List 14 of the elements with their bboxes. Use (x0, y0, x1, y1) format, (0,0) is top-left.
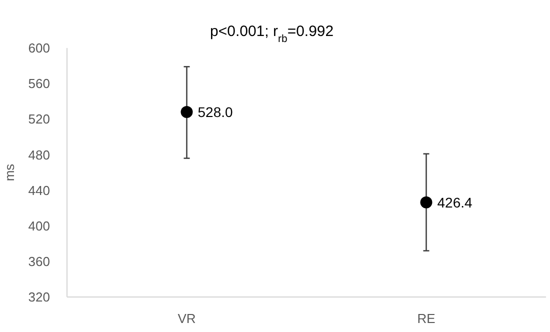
y-tick-label: 520 (28, 112, 50, 127)
y-tick-label: 440 (28, 182, 50, 198)
text: p<0.001; r$_{rb}$=0.992 (210, 23, 334, 45)
data-label: 426.4 (437, 194, 472, 210)
y-tick-label: 400 (28, 218, 50, 234)
y-tick-label: 480 (28, 147, 50, 162)
data-label: 528.0 (198, 104, 233, 120)
x-tick-label: VR (178, 311, 196, 326)
y-tick-label: 360 (28, 254, 50, 269)
y-axis-title: ms (2, 163, 17, 182)
y-tick-label: 560 (28, 76, 50, 92)
y-tick-label: 600 (28, 40, 50, 56)
y-tick-label: 320 (28, 290, 50, 305)
x-tick-label: RE (417, 311, 436, 326)
